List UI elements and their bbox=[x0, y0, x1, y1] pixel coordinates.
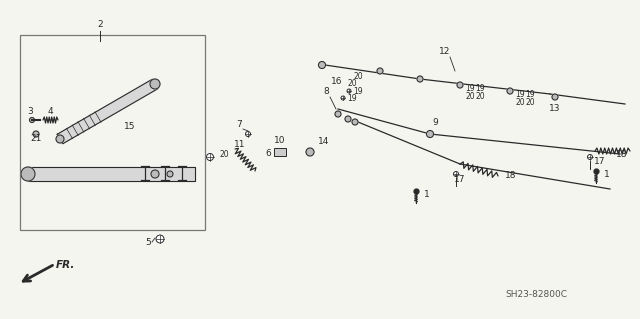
Text: 20: 20 bbox=[347, 79, 356, 88]
Circle shape bbox=[457, 82, 463, 88]
Circle shape bbox=[507, 88, 513, 94]
Circle shape bbox=[21, 167, 35, 181]
Circle shape bbox=[341, 96, 345, 100]
Bar bbox=[20, 35, 205, 230]
Circle shape bbox=[377, 68, 383, 74]
Text: 20: 20 bbox=[353, 72, 363, 81]
Text: 2: 2 bbox=[97, 20, 103, 29]
Text: 1: 1 bbox=[604, 170, 610, 179]
Text: 20: 20 bbox=[475, 92, 484, 101]
Circle shape bbox=[150, 79, 160, 89]
Text: 13: 13 bbox=[549, 104, 561, 113]
Circle shape bbox=[156, 235, 164, 243]
Circle shape bbox=[352, 119, 358, 125]
Text: 17: 17 bbox=[454, 175, 466, 184]
Circle shape bbox=[29, 117, 35, 122]
Text: 9: 9 bbox=[432, 118, 438, 127]
Circle shape bbox=[56, 135, 64, 143]
Text: 18: 18 bbox=[616, 150, 627, 159]
Circle shape bbox=[345, 116, 351, 122]
Text: 16: 16 bbox=[332, 77, 343, 86]
Circle shape bbox=[33, 131, 39, 137]
Text: SH23-82800C: SH23-82800C bbox=[505, 290, 567, 299]
Text: 19: 19 bbox=[347, 94, 356, 103]
Text: 4: 4 bbox=[47, 107, 53, 116]
Text: 1: 1 bbox=[424, 190, 429, 199]
Text: 7: 7 bbox=[236, 120, 242, 129]
Text: 5: 5 bbox=[145, 238, 151, 247]
Text: 19: 19 bbox=[475, 84, 484, 93]
Polygon shape bbox=[28, 167, 195, 181]
Text: 10: 10 bbox=[275, 136, 285, 145]
Circle shape bbox=[319, 62, 326, 69]
Text: 20: 20 bbox=[220, 150, 230, 159]
Circle shape bbox=[151, 170, 159, 178]
Text: 14: 14 bbox=[318, 137, 330, 146]
Circle shape bbox=[335, 111, 341, 117]
Circle shape bbox=[347, 89, 351, 93]
Polygon shape bbox=[57, 79, 157, 144]
Text: 21: 21 bbox=[30, 134, 42, 143]
Text: 20: 20 bbox=[525, 98, 534, 107]
Text: 17: 17 bbox=[594, 157, 605, 166]
Circle shape bbox=[207, 153, 214, 160]
Circle shape bbox=[552, 94, 558, 100]
Circle shape bbox=[167, 171, 173, 177]
Text: 18: 18 bbox=[505, 171, 516, 180]
Circle shape bbox=[426, 130, 433, 137]
Text: 8: 8 bbox=[323, 87, 329, 96]
Circle shape bbox=[454, 172, 458, 176]
Circle shape bbox=[246, 131, 250, 137]
Text: 3: 3 bbox=[27, 107, 33, 116]
Text: FR.: FR. bbox=[56, 260, 76, 270]
Text: 20: 20 bbox=[465, 92, 475, 101]
Text: 19: 19 bbox=[465, 84, 475, 93]
Bar bbox=[274, 148, 286, 156]
Text: 19: 19 bbox=[515, 90, 525, 99]
Circle shape bbox=[306, 148, 314, 156]
Text: 15: 15 bbox=[124, 122, 136, 131]
Circle shape bbox=[588, 154, 593, 160]
Circle shape bbox=[417, 76, 423, 82]
Text: 11: 11 bbox=[234, 140, 246, 149]
Text: 19: 19 bbox=[525, 90, 534, 99]
Text: 6: 6 bbox=[265, 149, 271, 158]
Text: 20: 20 bbox=[515, 98, 525, 107]
Text: 12: 12 bbox=[439, 47, 451, 56]
Text: 19: 19 bbox=[353, 87, 363, 96]
